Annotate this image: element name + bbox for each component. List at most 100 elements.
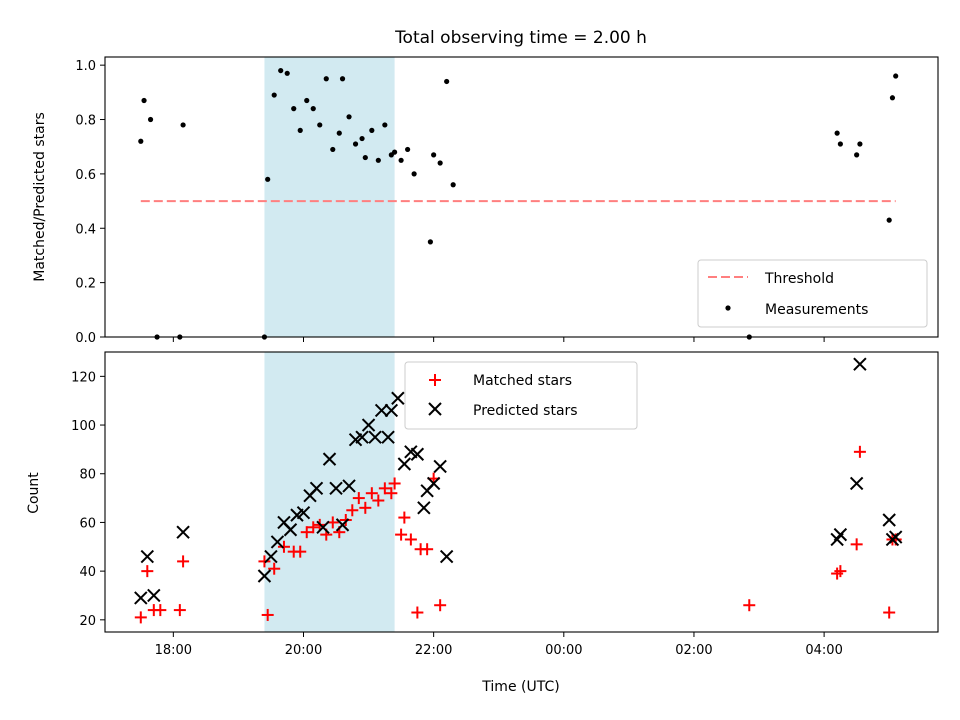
- matched-point: [173, 604, 186, 617]
- legend-predicted-swatch: [428, 402, 442, 416]
- matched-point: [388, 477, 401, 490]
- matched-point: [853, 445, 866, 458]
- measurement-points: [138, 67, 899, 340]
- matched-point: [834, 565, 847, 578]
- measurement-point: [339, 76, 346, 82]
- measurement-point: [382, 122, 388, 128]
- measurement-point: [284, 70, 290, 76]
- predicted-point: [384, 403, 399, 418]
- bottom-legend: Matched stars Predicted stars: [404, 361, 638, 430]
- predicted-point: [257, 569, 272, 583]
- measurement-point: [893, 73, 899, 79]
- bottom-y-tick-label: 100: [71, 419, 96, 434]
- measurement-point: [336, 130, 342, 136]
- legend-measurements-swatch: [725, 305, 731, 311]
- matched-point: [395, 528, 408, 541]
- chart-title: Total observing time = 2.00 h: [394, 28, 647, 48]
- legend-predicted-label: Predicted stars: [473, 403, 578, 419]
- top-panel: 0.0 0.2 0.4 0.6 0.8 1.0 Matched/Predicted sta…: [32, 56, 939, 346]
- predicted-point: [322, 452, 337, 466]
- predicted-point: [882, 513, 896, 527]
- top-y-tick-label: 0.4: [75, 222, 96, 237]
- x-tick-label: 04:00: [805, 643, 842, 658]
- top-observing-span: [264, 57, 395, 337]
- matched-point: [385, 487, 398, 500]
- measurement-point: [405, 146, 411, 153]
- predicted-point: [361, 418, 376, 432]
- measurement-point: [431, 152, 437, 158]
- measurement-point: [141, 97, 147, 104]
- measurement-point: [346, 114, 352, 120]
- measurement-point: [857, 141, 863, 147]
- matched-point: [294, 545, 307, 558]
- x-tick-label: 00:00: [545, 643, 582, 658]
- bottom-panel: 20 40 60 80 100 120 18:00 20:00 22:00 00:00 02:00…: [26, 351, 939, 695]
- predicted-point: [355, 430, 369, 444]
- bottom-legend-box: [404, 361, 638, 430]
- measurement-point: [886, 217, 892, 223]
- measurement-point: [265, 176, 271, 182]
- matched-point: [261, 608, 274, 621]
- matched-point: [365, 487, 378, 500]
- legend-matched-label: Matched stars: [473, 373, 572, 389]
- measurement-point: [138, 138, 144, 144]
- matched-point: [300, 526, 313, 539]
- top-legend-box: [697, 259, 928, 328]
- measurement-point: [427, 239, 433, 245]
- bottom-x-ticks: 18:00 20:00 22:00 00:00 02:00 04:00: [155, 632, 843, 658]
- measurement-point: [854, 152, 860, 158]
- measurement-point: [278, 67, 284, 74]
- measurement-point: [362, 154, 368, 161]
- predicted-point: [147, 588, 161, 603]
- measurement-point: [450, 182, 456, 188]
- measurement-point: [834, 130, 840, 136]
- bottom-y-axis-label: Count: [26, 472, 42, 514]
- predicted-points: [134, 357, 903, 605]
- measurement-point: [444, 78, 450, 85]
- bottom-y-ticks: 20 40 60 80 100 120: [71, 370, 105, 629]
- matched-point: [268, 562, 281, 575]
- predicted-point: [270, 535, 285, 549]
- matched-point: [307, 521, 320, 534]
- top-y-axis-label: Matched/Predicted stars: [32, 112, 48, 282]
- bottom-axes-frame: [104, 351, 939, 633]
- matched-point: [743, 599, 756, 612]
- measurement-point: [359, 135, 365, 142]
- x-tick-label: 20:00: [285, 643, 322, 658]
- matched-point: [339, 514, 352, 526]
- measurement-point: [391, 149, 398, 155]
- matched-points: [134, 445, 902, 624]
- predicted-point: [397, 457, 412, 471]
- measurement-point: [304, 97, 310, 104]
- matched-point: [141, 565, 154, 578]
- matched-point: [177, 555, 190, 568]
- predicted-point: [374, 403, 389, 418]
- top-y-tick-label: 0.2: [75, 277, 96, 292]
- matched-point: [154, 604, 167, 617]
- predicted-point: [309, 481, 324, 496]
- bottom-y-tick-label: 120: [71, 370, 96, 385]
- predicted-point: [426, 476, 441, 491]
- predicted-point: [368, 430, 382, 444]
- bottom-y-tick-label: 40: [79, 565, 96, 580]
- measurement-point: [310, 106, 316, 112]
- predicted-point: [176, 525, 190, 539]
- predicted-point: [381, 430, 395, 444]
- matched-point: [134, 611, 147, 624]
- predicted-point: [417, 501, 431, 515]
- predicted-point: [853, 357, 867, 371]
- matched-point: [434, 599, 447, 612]
- predicted-point: [134, 591, 148, 605]
- measurement-point: [297, 127, 303, 133]
- matched-point: [404, 533, 417, 546]
- matched-point: [258, 555, 271, 568]
- bottom-y-tick-label: 20: [79, 614, 96, 629]
- predicted-point: [296, 505, 311, 520]
- predicted-point: [316, 520, 330, 535]
- matched-point: [372, 494, 385, 507]
- predicted-point: [140, 549, 155, 564]
- top-y-tick-label: 0.8: [75, 114, 96, 129]
- x-tick-label: 18:00: [155, 643, 192, 658]
